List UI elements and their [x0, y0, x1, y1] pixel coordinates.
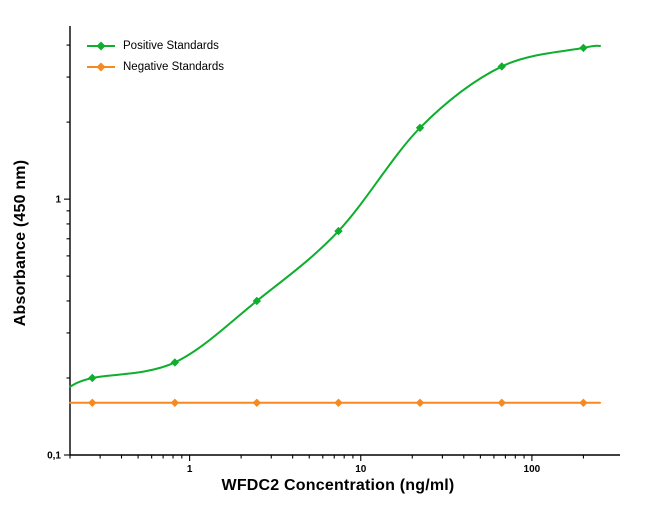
- data-point-marker: [88, 398, 97, 407]
- data-point-marker: [334, 226, 343, 236]
- series-negative-standards: [69, 398, 601, 407]
- data-point-marker: [334, 398, 343, 407]
- y-axis-title: Absorbance (450 nm): [12, 159, 29, 327]
- y-tick-label: 0,1: [47, 451, 61, 462]
- x-axis-title: WFDC2 Concentration (ng/ml): [221, 477, 455, 494]
- legend-label-positive-standards: Positive Standards: [123, 39, 219, 52]
- series-positive-standards: [69, 43, 601, 388]
- y-axis-ticks: 0,11: [47, 44, 70, 462]
- chart-legend: Positive Standards Negative Standards: [86, 35, 224, 77]
- y-tick-label: 1: [55, 195, 61, 206]
- data-point-marker: [252, 296, 262, 306]
- data-point-marker: [415, 123, 425, 133]
- positive-standards-diamond-marker-icon: [86, 40, 116, 52]
- x-tick-label: 1: [187, 464, 193, 475]
- x-tick-label: 10: [355, 464, 367, 475]
- data-point-marker: [170, 358, 180, 367]
- data-point-marker: [497, 398, 506, 407]
- data-point-marker: [170, 398, 180, 407]
- negative-standards-diamond-marker-icon: [86, 61, 116, 73]
- data-point-marker: [497, 62, 506, 71]
- data-point-marker: [579, 43, 588, 53]
- data-point-marker: [88, 373, 97, 383]
- x-axis-ticks: 1 10 100: [69, 455, 584, 475]
- x-tick-label: 100: [524, 464, 541, 475]
- legend-label-negative-standards: Negative Standards: [123, 60, 225, 73]
- legend-item-positive-standards: Positive Standards: [86, 35, 224, 56]
- data-point-marker: [252, 398, 262, 407]
- fit-curve: [69, 44, 601, 388]
- legend-item-negative-standards: Negative Standards: [86, 56, 224, 77]
- data-point-marker: [415, 398, 425, 407]
- data-point-marker: [579, 398, 588, 407]
